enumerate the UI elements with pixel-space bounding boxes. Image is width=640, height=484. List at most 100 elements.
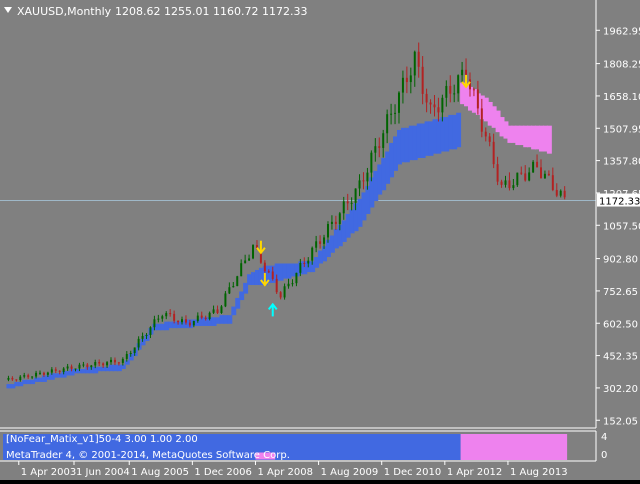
blue-band-segment bbox=[18, 381, 24, 387]
ohlc-values: 1208.62 1255.01 1160.72 1172.33 bbox=[115, 5, 307, 18]
candle-body bbox=[145, 334, 148, 337]
blue-band-segment bbox=[69, 369, 75, 376]
copyright-text: MetaTrader 4, © 2001-2014, MetaQuotes So… bbox=[6, 450, 290, 461]
price-axis: 1962.951808.251658.101507.951357.801207.… bbox=[596, 26, 640, 427]
blue-band-segment bbox=[38, 377, 43, 382]
blue-band-segment bbox=[235, 297, 241, 309]
blue-band-segment bbox=[251, 272, 256, 286]
candle-body bbox=[366, 172, 369, 182]
candle-body bbox=[358, 180, 361, 189]
candle-body bbox=[330, 221, 333, 225]
candle-body bbox=[334, 221, 337, 225]
candle-body bbox=[252, 245, 255, 259]
candle-body bbox=[532, 161, 535, 173]
candle-body bbox=[74, 368, 77, 370]
blue-band-segment bbox=[243, 282, 249, 294]
blue-band-segment bbox=[160, 323, 166, 331]
candle-body bbox=[212, 309, 215, 313]
pink-band-segment bbox=[531, 125, 537, 150]
blue-band-segment bbox=[329, 235, 335, 253]
candle-body bbox=[177, 320, 180, 323]
blue-band-segment bbox=[57, 373, 63, 378]
blue-band-segment bbox=[357, 198, 363, 227]
candle-body bbox=[413, 51, 416, 76]
blue-band-segment bbox=[258, 267, 264, 286]
blue-band-segment bbox=[424, 121, 430, 156]
blue-band-segment bbox=[124, 360, 130, 365]
blue-band-segment bbox=[6, 384, 12, 389]
blue-band-segment bbox=[49, 373, 55, 380]
candle-body bbox=[7, 377, 10, 380]
candle-body bbox=[429, 102, 432, 105]
candle-body bbox=[196, 315, 199, 322]
candle-body bbox=[338, 213, 341, 225]
blue-band-segment bbox=[436, 119, 442, 154]
blue-band-segment bbox=[452, 114, 458, 150]
price-tick-label: 452.35 bbox=[603, 352, 638, 363]
time-tick-label: 1 Apr 2008 bbox=[257, 467, 312, 478]
blue-band-segment bbox=[381, 157, 387, 191]
candle-body bbox=[137, 338, 140, 348]
pink-band-segment bbox=[542, 125, 548, 152]
blue-band-segment bbox=[278, 263, 284, 281]
pink-band-segment bbox=[511, 125, 517, 143]
candle-body bbox=[516, 172, 519, 186]
candle-body bbox=[181, 319, 184, 323]
blue-band-segment bbox=[89, 366, 95, 374]
candle-body bbox=[319, 241, 322, 244]
candle-body bbox=[563, 190, 566, 198]
candle-body bbox=[66, 366, 69, 369]
pink-band-segment bbox=[460, 82, 466, 105]
blue-band-segment bbox=[310, 261, 316, 273]
blue-band-segment bbox=[282, 263, 288, 279]
candle-body bbox=[86, 364, 89, 368]
candle-body bbox=[244, 260, 247, 264]
candle-body bbox=[397, 92, 400, 113]
candle-body bbox=[326, 224, 329, 238]
blue-band-segment bbox=[93, 366, 99, 374]
pink-band-segment bbox=[519, 125, 525, 146]
candle-body bbox=[133, 347, 136, 353]
candle-body bbox=[275, 278, 278, 293]
pink-band-segment bbox=[464, 84, 469, 107]
blue-band-segment bbox=[322, 246, 327, 262]
pink-band-segment bbox=[507, 125, 513, 143]
candle-body bbox=[508, 180, 511, 189]
blue-band-segment bbox=[274, 263, 280, 281]
blue-band-segment bbox=[254, 269, 260, 286]
pink-band-segment bbox=[527, 125, 533, 148]
price-tick-label: 1507.95 bbox=[603, 124, 640, 135]
candle-body bbox=[42, 372, 45, 375]
candle-body bbox=[382, 133, 385, 148]
blue-band-segment bbox=[416, 123, 422, 158]
indicator-title: [NoFear_Matix_v1]50-4 3.00 1.00 2.00 bbox=[6, 434, 198, 445]
candle-body bbox=[271, 271, 274, 279]
indicator-plot[interactable] bbox=[3, 434, 568, 460]
candle-body bbox=[216, 309, 219, 313]
candle-body bbox=[102, 363, 105, 366]
candle-body bbox=[15, 379, 18, 381]
arrow-head bbox=[256, 247, 266, 255]
candle-body bbox=[39, 372, 42, 374]
blue-band-segment bbox=[231, 306, 237, 316]
candle-body bbox=[453, 93, 456, 95]
candle-body bbox=[228, 287, 231, 294]
blue-band-segment bbox=[199, 317, 205, 326]
price-tick-label: 752.65 bbox=[603, 287, 638, 298]
main-plot[interactable] bbox=[0, 42, 596, 389]
up-arrow-icon bbox=[267, 302, 278, 317]
down-arrow-icon bbox=[461, 74, 471, 89]
candle-body bbox=[287, 283, 290, 287]
candle-body bbox=[311, 247, 314, 261]
candle-body bbox=[117, 362, 120, 364]
candle-body bbox=[248, 258, 251, 261]
collapse-triangle-icon[interactable] bbox=[4, 7, 12, 13]
price-tick-label: 302.20 bbox=[603, 384, 638, 395]
pink-band-segment bbox=[515, 125, 521, 146]
candle-body bbox=[536, 161, 539, 168]
blue-band-segment bbox=[420, 123, 426, 158]
blue-band-segment bbox=[290, 263, 296, 277]
candle-body bbox=[62, 368, 65, 372]
